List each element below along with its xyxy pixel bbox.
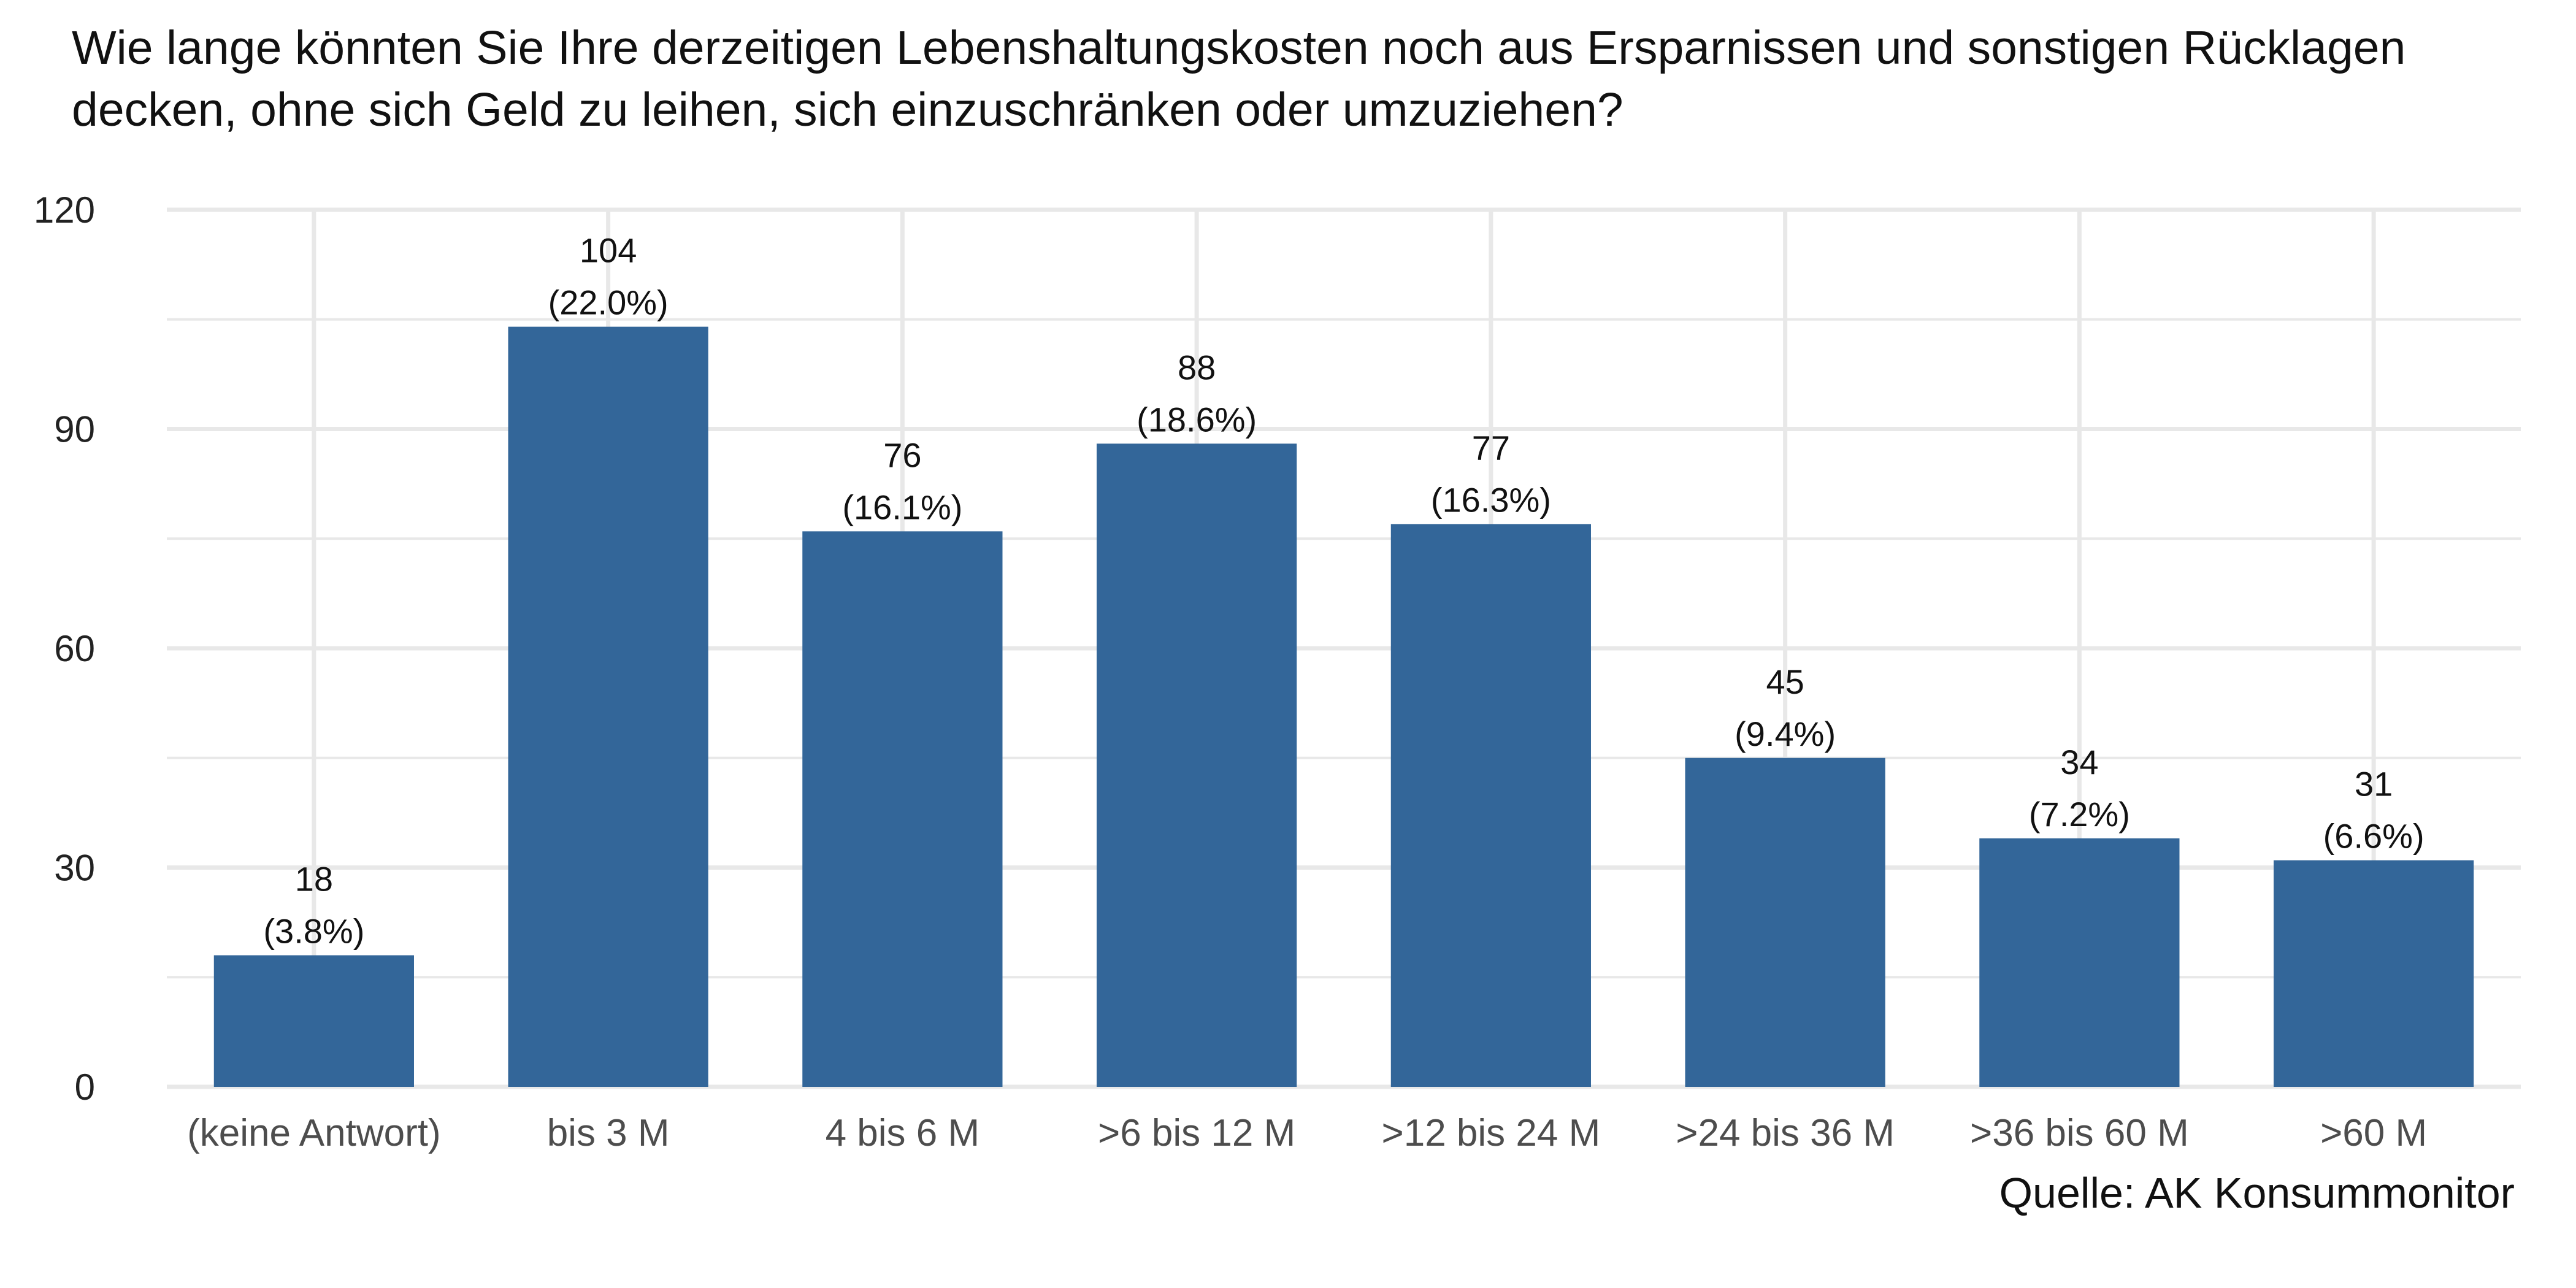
bar <box>508 326 708 1087</box>
x-tick-label: >60 M <box>2320 1112 2427 1154</box>
data-labels: 18 (3.8%) 104 (22.0%) 76 (16.1%) 88 (18.6%) 77 (1… <box>263 231 2424 951</box>
y-tick-label: 0 <box>75 1067 95 1108</box>
x-tick-label: >12 bis 24 M <box>1382 1112 1601 1154</box>
y-tick-label: 90 <box>54 409 95 450</box>
bar <box>802 531 1003 1087</box>
x-tick-label: 4 bis 6 M <box>826 1112 980 1154</box>
y-tick-label: 60 <box>54 628 95 669</box>
data-label-value: 45 <box>1766 662 1804 701</box>
bar <box>2274 860 2474 1087</box>
x-tick-label: >36 bis 60 M <box>1970 1112 2189 1154</box>
data-label-percent: (16.3%) <box>1431 480 1551 519</box>
data-label-value: 34 <box>2060 743 2098 781</box>
bar <box>1097 443 1297 1087</box>
data-label-value: 76 <box>883 435 921 474</box>
data-label-percent: (16.1%) <box>842 488 962 526</box>
x-axis: (keine Antwort) bis 3 M 4 bis 6 M >6 bis 12… <box>187 1112 2427 1154</box>
bar <box>1390 524 1591 1087</box>
data-label-value: 31 <box>2355 765 2393 803</box>
data-label-value: 77 <box>1472 428 1510 467</box>
y-tick-label: 30 <box>54 848 95 889</box>
data-label-value: 104 <box>580 231 637 270</box>
x-tick-label: >24 bis 36 M <box>1676 1112 1895 1154</box>
bar <box>1979 838 2180 1087</box>
data-label-percent: (22.0%) <box>548 283 669 322</box>
bar <box>1685 757 1885 1087</box>
x-tick-label: >6 bis 12 M <box>1098 1112 1295 1154</box>
data-label-percent: (7.2%) <box>2029 795 2130 834</box>
x-tick-label: bis 3 M <box>547 1112 670 1154</box>
bars <box>213 326 2474 1087</box>
data-label-value: 18 <box>295 860 333 899</box>
data-label-value: 88 <box>1178 348 1216 386</box>
source-caption: Quelle: AK Konsummonitor <box>1999 1169 2515 1217</box>
data-label-percent: (3.8%) <box>263 912 364 951</box>
data-label-percent: (18.6%) <box>1137 400 1257 439</box>
y-axis: 0 30 60 90 120 <box>34 190 95 1108</box>
chart-title: Wie lange könnten Sie Ihre derzeitigen L… <box>72 21 2406 136</box>
data-label-percent: (9.4%) <box>1735 715 1836 753</box>
y-tick-label: 120 <box>34 190 95 231</box>
data-label-percent: (6.6%) <box>2323 817 2425 856</box>
bar <box>213 955 414 1087</box>
x-tick-label: (keine Antwort) <box>187 1112 441 1154</box>
